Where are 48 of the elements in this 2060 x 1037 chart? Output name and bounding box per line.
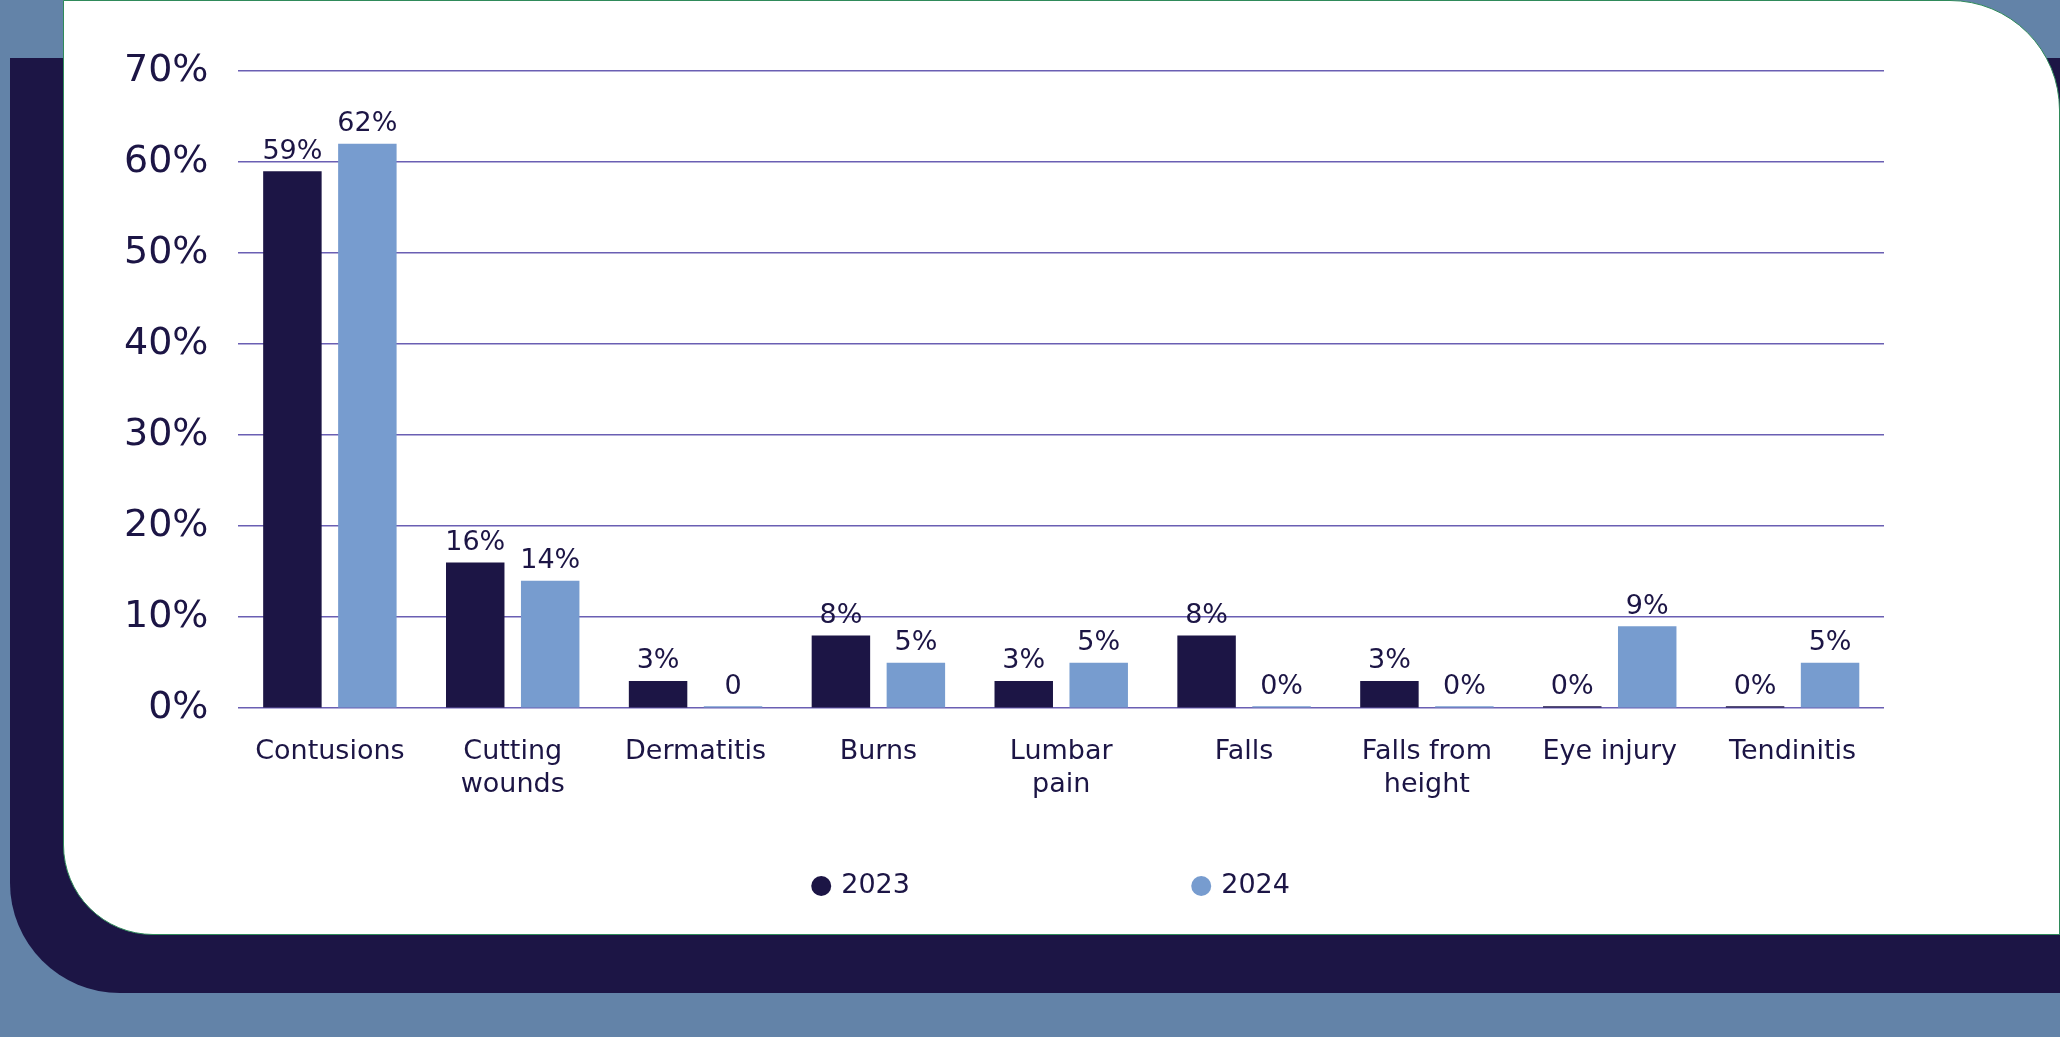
x-tick-label: Falls from height xyxy=(1361,734,1492,798)
bar xyxy=(446,562,505,708)
legend-label: 2023 xyxy=(841,868,910,900)
x-tick-label: Cutting wounds xyxy=(460,734,565,798)
data-label: 3% xyxy=(636,643,680,675)
bar xyxy=(1360,680,1419,708)
bar xyxy=(886,662,946,708)
data-label: 0% xyxy=(1442,668,1486,700)
y-tick-label: 20% xyxy=(123,501,209,546)
data-label: 3% xyxy=(1002,643,1046,675)
data-label: 5% xyxy=(894,625,938,657)
legend-label: 2024 xyxy=(1221,868,1290,900)
bar xyxy=(520,580,580,708)
data-label: 59% xyxy=(262,133,323,165)
y-tick-label: 10% xyxy=(123,592,209,637)
x-tick-label: Lumbar pain xyxy=(1009,734,1114,798)
bar xyxy=(1617,626,1677,708)
data-label: 5% xyxy=(1808,625,1852,657)
y-tick-label: 60% xyxy=(123,136,209,181)
x-tick-label: Eye injury xyxy=(1542,734,1678,766)
data-label: 3% xyxy=(1368,643,1411,675)
bar xyxy=(811,635,871,708)
y-tick-label: 40% xyxy=(123,318,209,363)
y-tick-label: 30% xyxy=(123,409,209,454)
y-tick-label: 50% xyxy=(123,227,209,272)
x-tick-label: Contusions xyxy=(255,734,405,766)
data-label: 14% xyxy=(520,543,581,575)
bar xyxy=(1069,662,1128,708)
bar xyxy=(1177,635,1236,708)
x-tick-label: Dermatitis xyxy=(624,734,767,766)
y-tick-label: 0% xyxy=(148,683,209,728)
x-tick-label: Falls xyxy=(1214,734,1274,766)
data-label: 9% xyxy=(1625,588,1669,620)
bar xyxy=(628,680,688,708)
x-tick-label: Burns xyxy=(839,734,918,766)
data-label: 62% xyxy=(337,106,398,138)
data-label: 5% xyxy=(1077,625,1121,657)
bar xyxy=(994,680,1053,708)
bar xyxy=(338,143,397,708)
data-label: 16% xyxy=(445,525,506,557)
data-label: 0% xyxy=(1550,668,1594,700)
data-label: 0% xyxy=(1733,668,1777,700)
y-tick-label: 70% xyxy=(123,45,209,90)
data-label: 0% xyxy=(1260,668,1303,700)
data-label: 0 xyxy=(724,668,742,700)
x-tick-label: Tendinitis xyxy=(1728,734,1857,766)
bar xyxy=(1800,662,1860,708)
bar xyxy=(263,171,322,708)
